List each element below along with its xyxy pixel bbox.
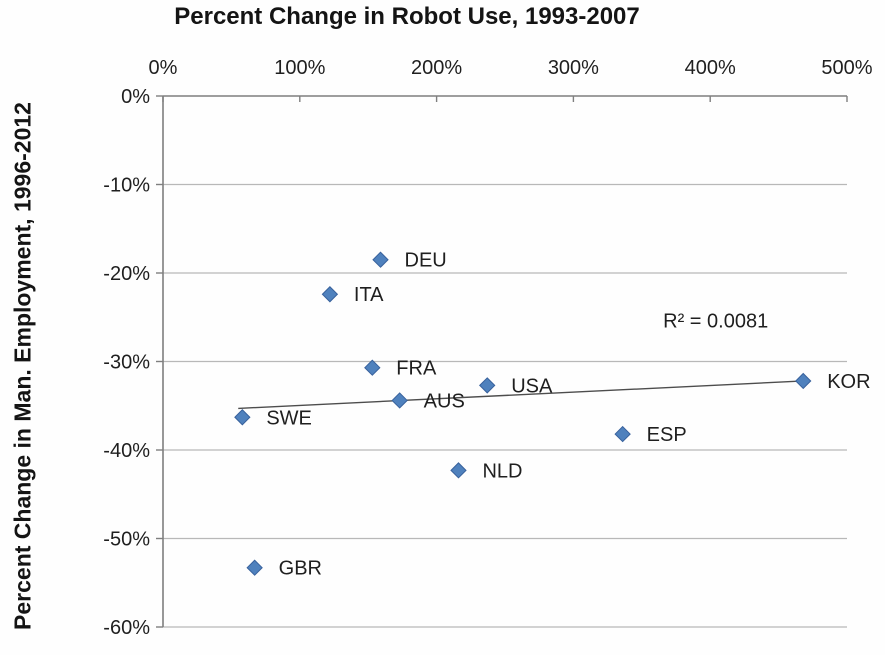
- point-label-AUS: AUS: [424, 390, 465, 412]
- y-tick-label--40%: -40%: [103, 440, 150, 462]
- y-tick-label--50%: -50%: [103, 529, 150, 551]
- x-tick-label-0%: 0%: [149, 57, 178, 79]
- point-label-GBR: GBR: [279, 558, 322, 580]
- data-point-FRA: [364, 359, 381, 376]
- data-point-KOR: [795, 372, 812, 390]
- y-tick-label--30%: -30%: [103, 352, 150, 374]
- point-label-USA: USA: [511, 375, 553, 397]
- chart-title: Percent Change in Robot Use, 1993-2007: [174, 3, 640, 30]
- point-label-KOR: KOR: [827, 371, 870, 393]
- point-label-NLD: NLD: [482, 460, 522, 482]
- y-tick-label--10%: -10%: [103, 175, 150, 197]
- x-tick-label-200%: 200%: [411, 57, 462, 79]
- data-point-ESP: [614, 425, 631, 443]
- point-label-SWE: SWE: [266, 407, 312, 429]
- data-point-AUS: [391, 392, 408, 409]
- point-label-ESP: ESP: [647, 424, 687, 446]
- y-tick-label--60%: -60%: [103, 617, 150, 639]
- data-point-NLD: [450, 462, 467, 479]
- x-tick-label-400%: 400%: [685, 57, 736, 79]
- data-point-GBR: [246, 559, 263, 576]
- y-tick-label-0%: 0%: [121, 86, 150, 108]
- trendline: [238, 380, 804, 410]
- data-point-SWE: [234, 409, 251, 426]
- r-squared-annotation: R² = 0.0081: [663, 311, 768, 333]
- data-point-USA: [479, 377, 496, 394]
- x-tick-label-100%: 100%: [274, 57, 325, 79]
- y-tick-label--20%: -20%: [103, 263, 150, 285]
- x-tick-label-500%: 500%: [821, 57, 872, 79]
- point-label-ITA: ITA: [354, 284, 384, 306]
- point-label-FRA: FRA: [396, 358, 437, 380]
- x-tick-label-300%: 300%: [548, 57, 599, 79]
- data-point-DEU: [372, 251, 389, 268]
- point-label-DEU: DEU: [405, 250, 447, 272]
- data-point-ITA: [321, 286, 339, 303]
